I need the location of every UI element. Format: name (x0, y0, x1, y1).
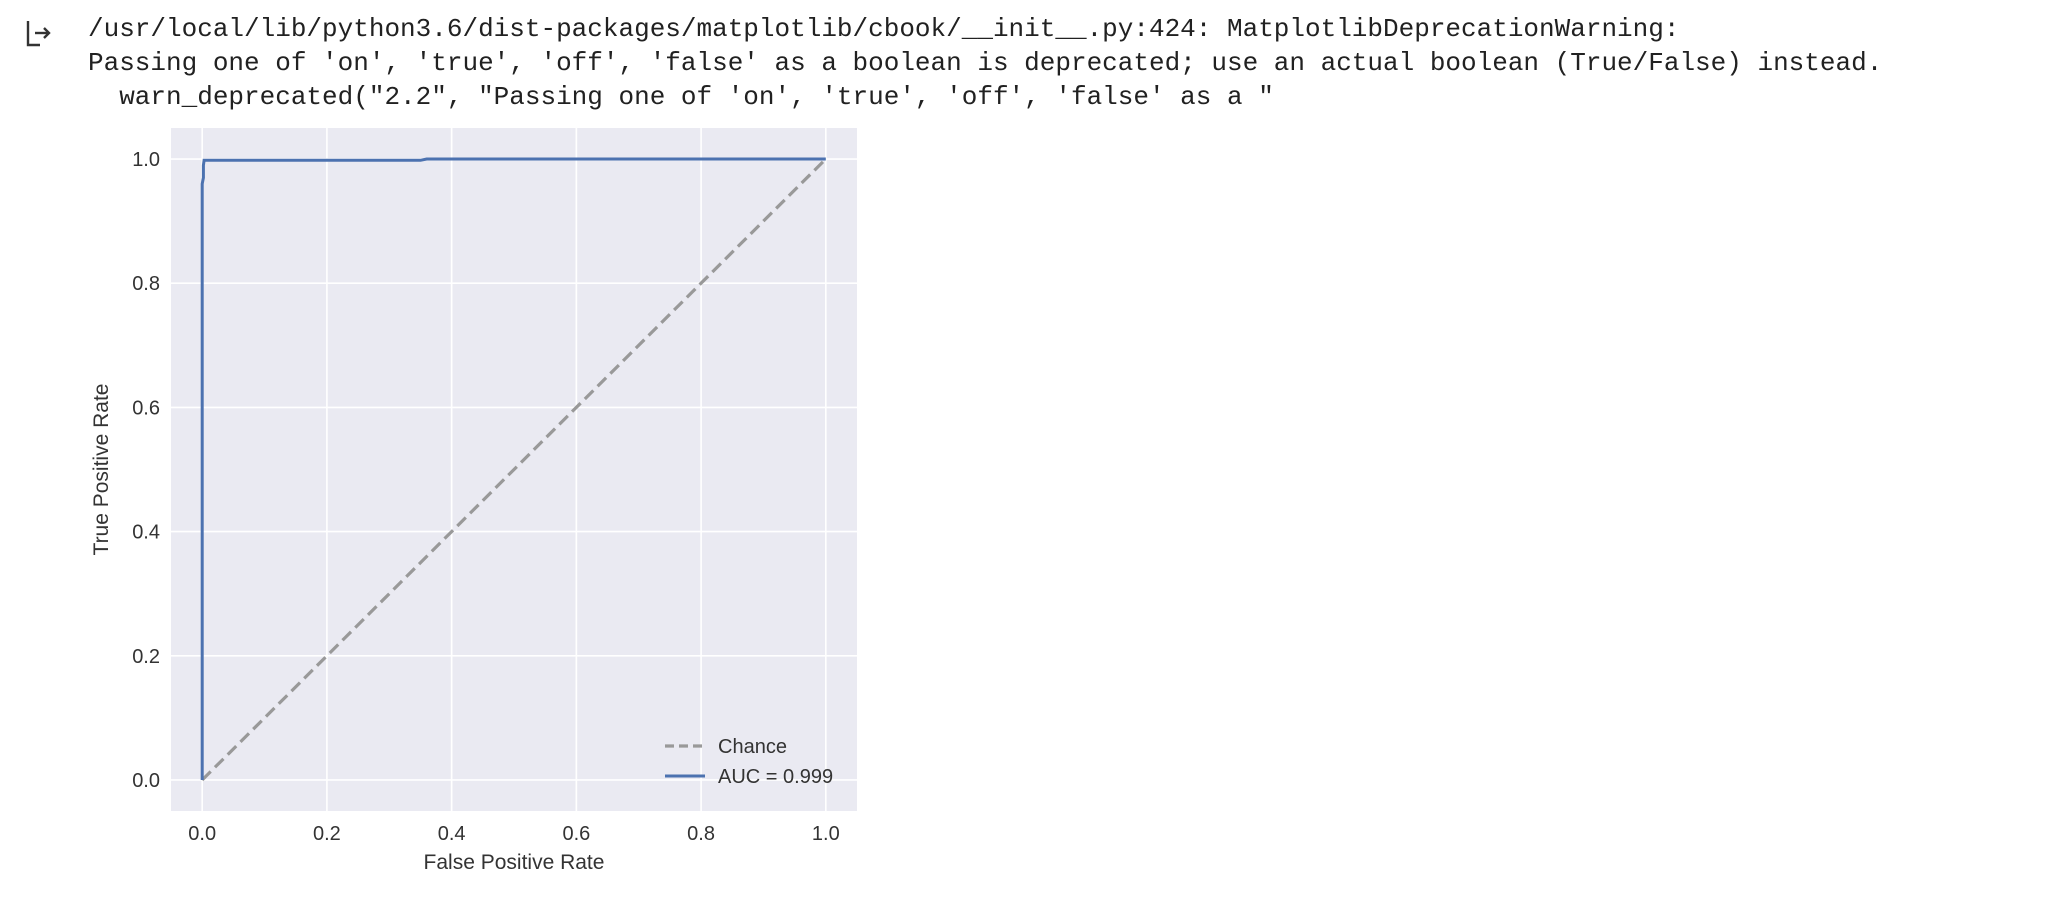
x-tick-label: 0.8 (687, 823, 715, 845)
output-arrow-icon[interactable] (24, 18, 54, 48)
legend-entry-label: AUC = 0.999 (718, 766, 833, 788)
stderr-line: /usr/local/lib/python3.6/dist-packages/m… (88, 14, 1680, 44)
x-tick-label: 0.6 (562, 823, 590, 845)
stderr-output: /usr/local/lib/python3.6/dist-packages/m… (88, 12, 1882, 114)
x-tick-label: 0.4 (438, 823, 466, 845)
y-tick-label: 0.0 (132, 770, 160, 792)
legend-entry-label: Chance (718, 736, 787, 758)
chance-line (201, 157, 827, 782)
stderr-line: warn_deprecated("2.2", "Passing one of '… (88, 82, 1274, 112)
x-tick-label: 0.2 (313, 823, 341, 845)
roc-curve-line (200, 157, 826, 780)
y-tick-label: 0.8 (132, 273, 160, 295)
x-axis-label: False Positive Rate (424, 851, 605, 874)
y-axis-label: True Positive Rate (90, 384, 113, 556)
y-tick-label: 0.4 (132, 522, 160, 544)
roc-curve-plot: 0.0 0.2 0.4 0.6 0.8 1.0 0.0 0.2 0.4 0.6 0.8 1.0 Fals… (90, 128, 857, 874)
x-tick-label: 1.0 (812, 823, 840, 845)
y-tick-label: 0.6 (132, 397, 160, 419)
y-tick-label: 0.2 (132, 646, 160, 668)
x-tick-label: 0.0 (188, 823, 216, 845)
stderr-line: Passing one of 'on', 'true', 'off', 'fal… (88, 48, 1883, 78)
y-tick-label: 1.0 (132, 149, 160, 171)
